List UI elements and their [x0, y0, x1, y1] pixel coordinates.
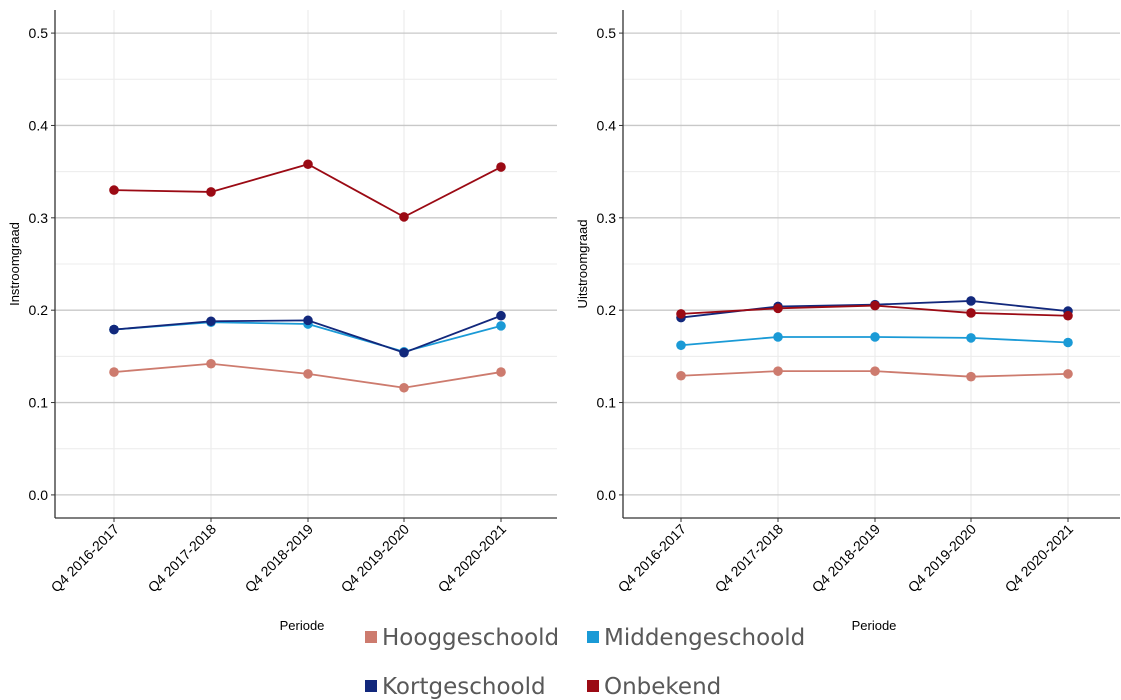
x-tick-label: Q4 2016-2017 — [47, 521, 122, 596]
x-tick-label: Q4 2017-2018 — [144, 521, 219, 596]
x-tick-label: Q4 2017-2018 — [711, 521, 786, 596]
y-tick-label: 0.1 — [597, 395, 617, 411]
data-point-onbekend — [1063, 310, 1073, 321]
data-point-onbekend — [773, 303, 783, 314]
data-point-onbekend — [676, 309, 686, 319]
legend-swatch-kortgeschoold — [365, 680, 377, 692]
x-tick-label: Q4 2018-2019 — [241, 521, 316, 596]
data-point-hooggeschoold — [1063, 369, 1073, 379]
data-point-kortgeschoold — [496, 310, 506, 321]
data-point-middengeschoold — [870, 332, 880, 342]
x-tick-label: Q4 2016-2017 — [614, 521, 689, 596]
chart-panel-2: 0.0 0.1 0.2 0.3 0.4 0.5 Q4 2016-2017 Q4 2017-20… — [575, 10, 1120, 633]
data-point-kortgeschoold — [399, 347, 409, 358]
y-tick-label: 0.2 — [29, 302, 49, 318]
data-point-onbekend — [109, 185, 119, 195]
data-point-onbekend — [303, 159, 313, 170]
x-tick-label: Q4 2020-2021 — [1001, 521, 1076, 596]
x-tick-label: Q4 2019-2020 — [904, 521, 979, 596]
x-tick-label: Q4 2019-2020 — [337, 521, 412, 596]
data-point-onbekend — [870, 300, 880, 311]
data-point-middengeschoold — [773, 332, 783, 342]
data-point-hooggeschoold — [870, 366, 880, 376]
y-tick-label: 0.1 — [29, 395, 49, 411]
data-point-kortgeschoold — [966, 296, 976, 306]
legend-label-kortgeschoold: Kortgeschoold — [382, 674, 546, 700]
y-tick-label: 0.2 — [597, 302, 617, 318]
x-tick-label: Q4 2018-2019 — [808, 521, 883, 596]
data-point-hooggeschoold — [966, 371, 976, 382]
data-point-kortgeschoold — [109, 324, 119, 335]
data-point-onbekend — [966, 308, 976, 318]
data-point-onbekend — [496, 162, 506, 172]
y-tick-label: 0.0 — [29, 487, 49, 503]
data-point-kortgeschoold — [206, 316, 216, 327]
legend-label-hooggeschoold: Hooggeschoold — [382, 625, 559, 651]
x-axis-title: Periode — [280, 618, 325, 633]
chart-panel-1: 0.0 0.1 0.2 0.3 0.4 0.5 Q4 2016-2017 Q4 2017-20… — [7, 10, 557, 633]
x-tick-label: Q4 2020-2021 — [434, 521, 509, 596]
y-tick-label: 0.3 — [597, 210, 617, 226]
y-tick-label: 0.5 — [597, 25, 617, 41]
data-point-middengeschoold — [1063, 337, 1073, 348]
y-axis-title: Uitstroomgraad — [575, 220, 590, 309]
data-point-hooggeschoold — [496, 367, 506, 377]
y-tick-label: 0.4 — [29, 117, 49, 133]
legend-swatch-middengeschoold — [587, 631, 599, 643]
legend-swatch-onbekend — [587, 680, 599, 692]
data-point-hooggeschoold — [109, 367, 119, 377]
data-point-middengeschoold — [496, 321, 506, 331]
y-tick-label: 0.0 — [597, 487, 617, 503]
data-point-hooggeschoold — [676, 370, 686, 381]
data-point-kortgeschoold — [303, 315, 313, 326]
data-point-onbekend — [399, 212, 409, 222]
y-tick-label: 0.4 — [597, 117, 617, 133]
data-point-middengeschoold — [676, 340, 686, 351]
data-point-middengeschoold — [966, 333, 976, 343]
y-tick-label: 0.3 — [29, 210, 49, 226]
y-axis-title: Instroomgraad — [7, 222, 22, 306]
data-point-hooggeschoold — [399, 382, 409, 393]
legend: Hooggeschoold Middengeschoold Kortgeschool… — [365, 625, 805, 700]
data-point-hooggeschoold — [206, 358, 216, 369]
data-point-onbekend — [206, 187, 216, 197]
y-tick-label: 0.5 — [29, 25, 49, 41]
data-point-hooggeschoold — [303, 369, 313, 379]
x-axis-title: Periode — [852, 618, 897, 633]
data-point-hooggeschoold — [773, 366, 783, 376]
legend-label-middengeschoold: Middengeschoold — [604, 625, 805, 651]
legend-label-onbekend: Onbekend — [604, 674, 721, 700]
legend-swatch-hooggeschoold — [365, 631, 377, 643]
